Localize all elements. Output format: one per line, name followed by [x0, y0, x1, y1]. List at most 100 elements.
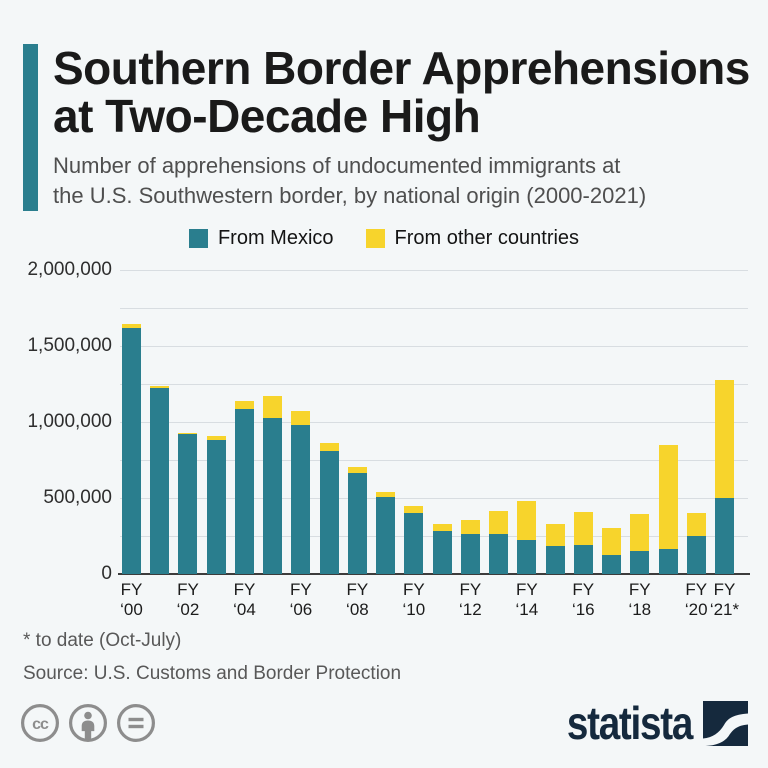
x-axis-label: FY ‘04	[233, 580, 256, 619]
bar-fy-18	[630, 513, 650, 574]
x-axis-label: FY ‘12	[459, 580, 482, 619]
bar-segment-other-countries	[347, 466, 367, 474]
bar-segment-mexico	[178, 434, 198, 574]
gridline	[120, 498, 748, 499]
header-block: Southern Border Apprehensions at Two-Dec…	[23, 44, 750, 211]
bar-segment-other-countries	[517, 501, 537, 540]
subtitle-line-2: the U.S. Southwestern border, by nationa…	[53, 183, 647, 208]
bar-segment-other-countries	[376, 491, 396, 498]
page-title: Southern Border Apprehensions at Two-Dec…	[53, 44, 750, 142]
bar-fy-13	[489, 511, 509, 574]
bar-segment-mexico	[319, 451, 339, 574]
statista-logo: statista	[543, 700, 748, 746]
bar-segment-mexico	[122, 328, 141, 574]
footnote: * to date (Oct-July) Source: U.S. Custom…	[23, 624, 401, 690]
y-axis-label: 1,000,000	[27, 411, 112, 432]
x-axis-label: FY ‘20	[684, 580, 708, 619]
bar-segment-other-countries	[432, 524, 452, 532]
bar-fy-06	[291, 411, 311, 574]
bar-fy-05	[263, 395, 283, 574]
bar-segment-mexico	[150, 387, 170, 574]
legend-swatch-other-countries	[365, 229, 385, 248]
bar-segment-mexico	[545, 545, 565, 574]
bar-segment-mexico	[432, 531, 452, 574]
bar-segment-other-countries	[630, 513, 650, 551]
bar-fy-11	[432, 524, 452, 574]
bar-segment-mexico	[686, 535, 706, 574]
statista-mark-icon	[703, 700, 748, 746]
bar-segment-other-countries	[404, 505, 424, 513]
bar-segment-mexico	[714, 497, 734, 574]
x-axis-label: FY ‘16	[571, 580, 595, 619]
bar-fy-08	[347, 466, 367, 574]
bar-fy-03	[206, 436, 226, 574]
y-axis-label: 2,000,000	[27, 259, 112, 280]
bar-segment-other-countries	[489, 511, 509, 534]
bar-fy-09	[376, 491, 396, 574]
gridline	[120, 460, 748, 461]
legend-item-mexico: From Mexico	[188, 227, 334, 250]
bar-segment-mexico	[263, 418, 283, 574]
y-axis-label: 500,000	[43, 487, 112, 508]
legend-label-mexico: From Mexico	[217, 227, 334, 249]
bar-segment-mexico	[291, 424, 311, 574]
bar-fy-07	[319, 443, 339, 574]
bar-segment-other-countries	[150, 386, 170, 388]
bar-segment-mexico	[234, 409, 254, 574]
footnote-note: * to date (Oct-July)	[23, 630, 182, 651]
bar-segment-other-countries	[319, 443, 339, 452]
bar-fy-17	[602, 527, 622, 574]
bar-fy-19	[658, 444, 678, 574]
bar-segment-mexico	[460, 534, 480, 574]
bar-fy-01	[150, 386, 170, 574]
gridline	[120, 270, 748, 271]
svg-text:cc: cc	[32, 716, 49, 733]
gridline	[120, 422, 748, 423]
bar-chart: 0 500,000 1,000,000 1,500,000 2,000,000 FY ‘00…	[0, 260, 768, 620]
y-axis-label: 0	[101, 563, 112, 584]
bar-segment-mexico	[376, 497, 396, 574]
legend-item-other-countries: From other countries	[365, 227, 579, 250]
bar-segment-other-countries	[573, 511, 593, 545]
bar-segment-other-countries	[122, 324, 141, 329]
x-axis-label: FY ‘21*	[709, 580, 740, 619]
statista-wordmark: statista	[566, 697, 693, 749]
x-axis-label: FY ‘10	[402, 580, 426, 619]
bar-segment-mexico	[658, 548, 678, 574]
cc-license-icon: cc	[21, 704, 59, 742]
gridline	[120, 308, 748, 309]
subtitle-line-1: Number of apprehensions of undocumented …	[53, 153, 621, 178]
x-axis-line	[118, 573, 750, 575]
x-axis-label: FY ‘00	[120, 580, 143, 619]
x-axis-label: FY ‘06	[289, 580, 313, 619]
bar-segment-mexico	[404, 512, 424, 574]
bar-segment-other-countries	[206, 436, 226, 440]
bar-segment-other-countries	[460, 519, 480, 535]
bar-segment-other-countries	[686, 513, 706, 536]
bar-segment-other-countries	[234, 400, 254, 410]
attribution-icon	[69, 704, 107, 742]
bar-fy-21*	[714, 380, 734, 574]
no-derivatives-icon	[117, 704, 155, 742]
bar-fy-16	[573, 511, 593, 574]
bar-fy-00	[122, 324, 141, 574]
bar-segment-other-countries	[545, 523, 565, 546]
bar-segment-mexico	[573, 544, 593, 574]
bar-fy-15	[545, 523, 565, 574]
x-axis-label: FY ‘02	[176, 580, 200, 619]
bar-segment-other-countries	[263, 395, 283, 419]
bar-segment-other-countries	[178, 432, 198, 435]
x-axis-label: FY ‘18	[628, 580, 652, 619]
gridline	[120, 346, 748, 347]
bar-segment-other-countries	[658, 444, 678, 549]
bar-fy-10	[404, 505, 424, 574]
bar-segment-mexico	[630, 550, 650, 574]
bar-segment-mexico	[517, 539, 537, 574]
bar-fy-02	[178, 432, 198, 574]
y-axis-label: 1,500,000	[27, 335, 112, 356]
footnote-source: Source: U.S. Customs and Border Protecti…	[23, 663, 402, 684]
x-axis-label: FY ‘14	[515, 580, 539, 619]
title-line-2: at Two-Decade High	[53, 90, 481, 142]
bar-fy-14	[517, 501, 537, 574]
